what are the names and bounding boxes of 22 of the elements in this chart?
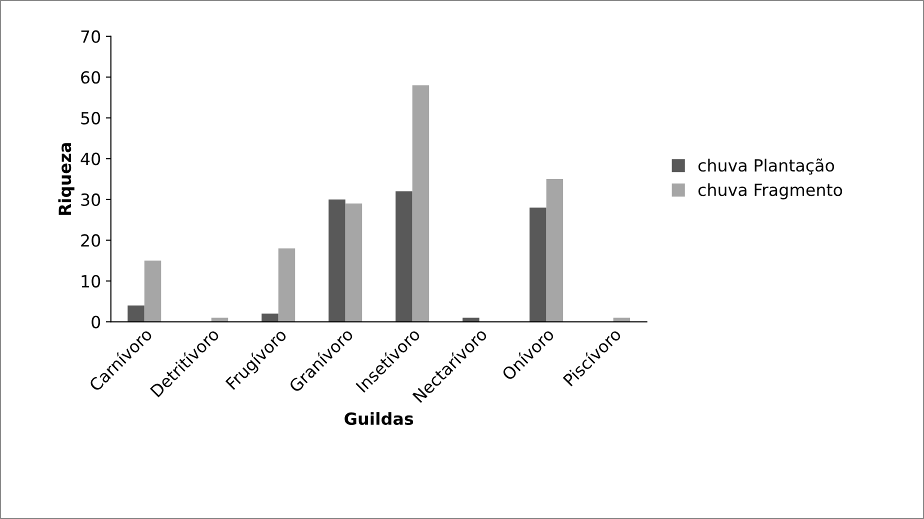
y-tick-label: 30 [81,193,100,206]
legend-label: chuva Plantação [698,158,834,175]
bar [278,248,296,322]
x-axis-title: Guildas [344,412,414,425]
bar [128,305,144,322]
bar [530,208,546,322]
bar [328,199,346,322]
y-tick-label: 20 [81,234,100,247]
bar [262,314,278,322]
y-tick-label: 70 [81,30,100,43]
bar [144,260,162,322]
y-tick-label: 60 [81,71,100,84]
y-axis-title: Riqueza [58,143,74,215]
y-tick-label: 40 [80,152,100,166]
bar [546,179,564,322]
y-tick-label: 10 [82,274,100,288]
bar [345,204,362,322]
y-tick-label: 50 [81,112,100,124]
bar [412,85,430,322]
bar [396,191,412,322]
y-tick-label: 0 [92,316,100,328]
legend-label: chuva Fragmento [698,183,842,200]
